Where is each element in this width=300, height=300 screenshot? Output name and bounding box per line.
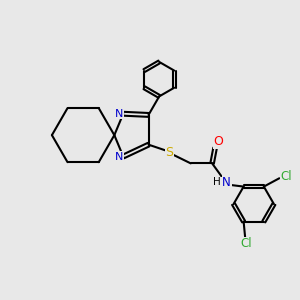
Text: Cl: Cl [280,170,292,183]
Text: O: O [214,135,224,148]
Text: N: N [115,152,124,161]
Text: N: N [115,109,124,119]
Text: S: S [165,146,173,159]
Text: H: H [213,177,221,188]
Text: N: N [222,176,231,189]
Text: Cl: Cl [241,237,252,250]
